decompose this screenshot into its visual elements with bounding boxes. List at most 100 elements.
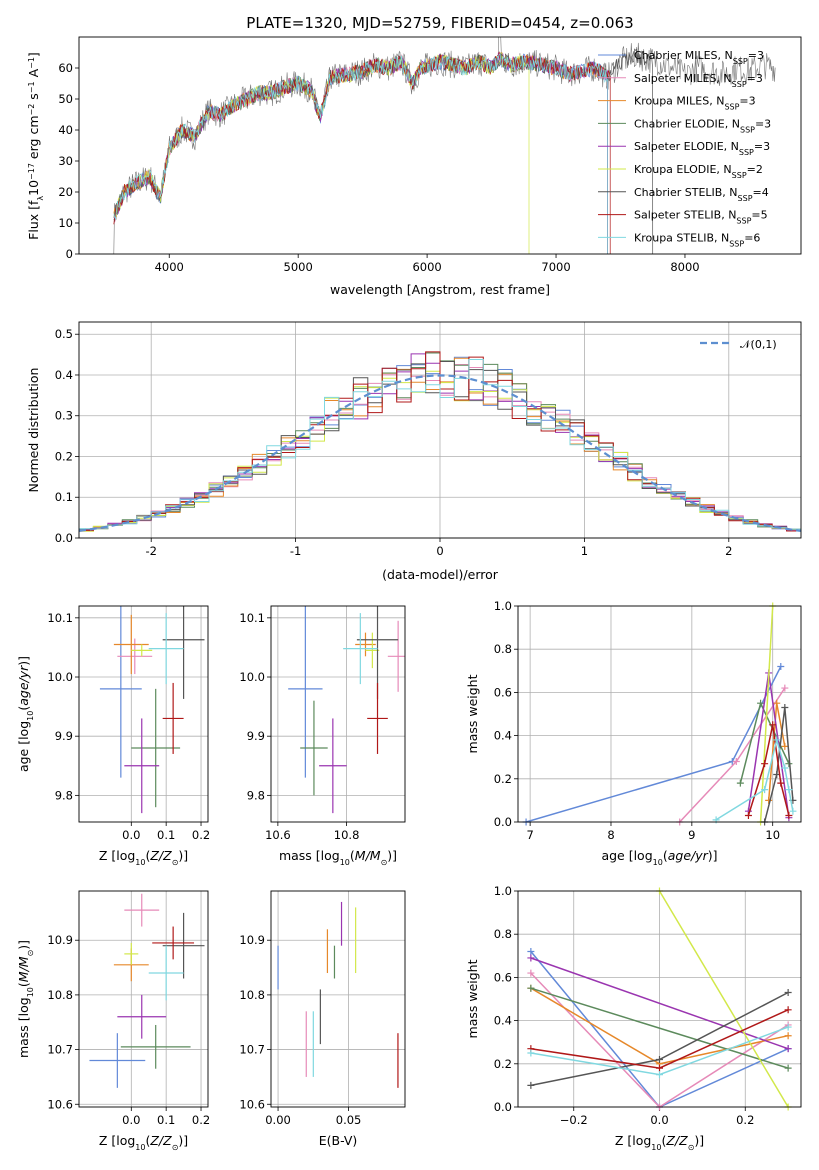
mass-weight-marker xyxy=(744,812,752,820)
mass-weight-marker xyxy=(785,812,793,820)
y-tick-label: 0.6 xyxy=(494,685,512,699)
mass-weight-marker xyxy=(784,1006,792,1014)
y-tick-label: 30 xyxy=(58,154,73,168)
spectrum-panel: 4000 5000 6000 7000 8000 0 10 20 30 40 50 60 wavelen… xyxy=(26,36,802,297)
axes-frame xyxy=(270,605,406,823)
mass-weight-marker xyxy=(527,969,535,977)
y-tick-label: 20 xyxy=(58,185,73,199)
y-tick-label: 40 xyxy=(58,123,73,137)
y-tick-label: 10.8 xyxy=(47,988,73,1002)
axes-frame xyxy=(78,321,802,539)
axes-frame xyxy=(78,605,209,823)
y-axis-label: Flux [fλ10−17 erg cm−2 s−1 A−1] xyxy=(26,52,45,240)
legend-label: Chabrier ELODIE, NSSP=3 xyxy=(634,117,771,133)
y-tick-label: 0.2 xyxy=(55,449,73,463)
y-tick-label: 0 xyxy=(66,247,73,261)
y-tick-label: 10.9 xyxy=(47,933,73,947)
y-tick-label: 10 xyxy=(58,216,73,230)
mass-weight-marker xyxy=(761,760,769,768)
mass-vs-metallicity-panel: 0.0 0.1 0.2 10.6 10.7 10.8 10.9 Z [log10(Z/Z⊙)]… xyxy=(16,890,210,1152)
y-tick-label: 9.9 xyxy=(247,729,265,743)
y-tick-label: 10.0 xyxy=(239,670,265,684)
y-tick-label: 10.8 xyxy=(239,988,265,1002)
y-tick-label: 0.4 xyxy=(494,729,512,743)
x-tick-label: 8000 xyxy=(670,260,699,274)
y-tick-label: 9.8 xyxy=(55,788,73,802)
legend-label: 𝒩(0,1) xyxy=(740,338,777,351)
model-spectrum-line xyxy=(113,52,530,254)
mass-weight-marker xyxy=(784,1045,792,1053)
normal-curve xyxy=(79,374,801,532)
axes-frame xyxy=(517,605,802,823)
x-axis-label: Z [log10(Z/Z⊙)] xyxy=(99,1133,188,1152)
mass-weight-marker xyxy=(656,1064,663,1072)
axes-frame xyxy=(517,890,802,1108)
y-tick-label: 0.1 xyxy=(55,490,73,504)
mass-weight-vs-age-panel: 7 8 9 10 0.0 0.2 0.4 0.6 0.8 1.0 age [log10(age/yr… xyxy=(465,599,802,867)
x-axis-label: age [log10(age/yr)] xyxy=(601,848,717,867)
mass-weight-marker xyxy=(527,954,535,962)
x-tick-label: −0.2 xyxy=(560,1113,588,1127)
y-tick-label: 10.1 xyxy=(239,611,265,625)
mass-weight-marker xyxy=(656,1071,663,1079)
mass-weight-marker xyxy=(781,704,789,712)
x-axis-label: wavelength [Angstrom, rest frame] xyxy=(330,282,550,297)
x-tick-label: 7000 xyxy=(541,260,570,274)
x-tick-label: -1 xyxy=(290,544,301,558)
mass-weight-line xyxy=(759,606,774,822)
mass-weight-line xyxy=(715,736,794,821)
axes-frame xyxy=(78,890,209,1108)
mass-weight-marker xyxy=(736,779,744,787)
x-tick-label: 0 xyxy=(436,544,443,558)
y-tick-label: 10.6 xyxy=(239,1097,265,1111)
legend-label: Kroupa STELIB, NSSP=6 xyxy=(634,231,760,248)
mass-weight-marker xyxy=(773,699,781,707)
legend-label: Salpeter STELIB, NSSP=5 xyxy=(634,209,768,226)
mass-weight-marker xyxy=(765,796,773,804)
mass-weight-marker xyxy=(784,1064,792,1072)
legend-label: Chabrier MILES, NSSP=3 xyxy=(634,49,764,66)
y-tick-label: 0.8 xyxy=(494,927,512,941)
x-tick-label: 10.6 xyxy=(265,828,291,842)
x-tick-label: 9 xyxy=(688,828,695,842)
mass-weight-marker xyxy=(732,758,740,766)
x-axis-label: (data-model)/error xyxy=(382,567,499,582)
mass-weight-marker xyxy=(784,1023,792,1031)
y-tick-label: 1.0 xyxy=(494,599,512,613)
x-tick-label: 8 xyxy=(607,828,614,842)
x-tick-label: 0.1 xyxy=(157,1113,175,1127)
x-tick-label: 0.00 xyxy=(265,1113,291,1127)
mass-weight-marker xyxy=(784,1032,792,1040)
mass-weight-marker xyxy=(789,807,797,815)
mass-weight-line xyxy=(530,951,789,1107)
x-axis-label: E(B-V) xyxy=(319,1133,358,1148)
x-tick-label: 0.2 xyxy=(192,1113,210,1127)
legend-label: Kroupa ELODIE, NSSP=2 xyxy=(634,163,763,180)
y-tick-label: 0.0 xyxy=(55,531,73,545)
y-tick-label: 0.2 xyxy=(494,1057,512,1071)
x-tick-label: 2 xyxy=(725,544,732,558)
mass-weight-marker xyxy=(656,1055,663,1063)
mass-weight-line xyxy=(525,666,782,822)
x-tick-label: 0.0 xyxy=(122,1113,140,1127)
x-tick-label: 0.0 xyxy=(122,828,140,842)
y-tick-label: 0.0 xyxy=(494,1100,512,1114)
y-tick-label: 0.8 xyxy=(494,642,512,656)
x-tick-label: 7 xyxy=(526,828,533,842)
y-tick-label: 10.0 xyxy=(47,670,73,684)
figure-title: PLATE=1320, MJD=52759, FIBERID=0454, z=0… xyxy=(246,14,633,32)
mass-vs-extinction-panel: 0.00 0.05 10.6 10.7 10.8 10.9 E(B-V) xyxy=(239,890,406,1148)
y-tick-label: 0.4 xyxy=(494,1014,512,1028)
axes-frame xyxy=(78,36,802,255)
x-tick-label: 0.2 xyxy=(736,1113,754,1127)
mass-weight-marker xyxy=(769,721,777,729)
x-tick-label: 4000 xyxy=(155,260,184,274)
x-tick-label: -2 xyxy=(145,544,156,558)
y-axis-label: Normed distribution xyxy=(26,368,41,493)
age-vs-metallicity-panel: 0.0 0.1 0.2 9.8 9.9 10.0 10.1 Z [log10(Z/Z⊙)] ag… xyxy=(16,605,210,867)
y-tick-label: 0.2 xyxy=(494,772,512,786)
model-spectrum-line xyxy=(113,54,608,254)
y-axis-label: mass weight xyxy=(465,674,480,753)
mass-weight-marker xyxy=(757,699,765,707)
mass-weight-marker xyxy=(784,989,792,997)
